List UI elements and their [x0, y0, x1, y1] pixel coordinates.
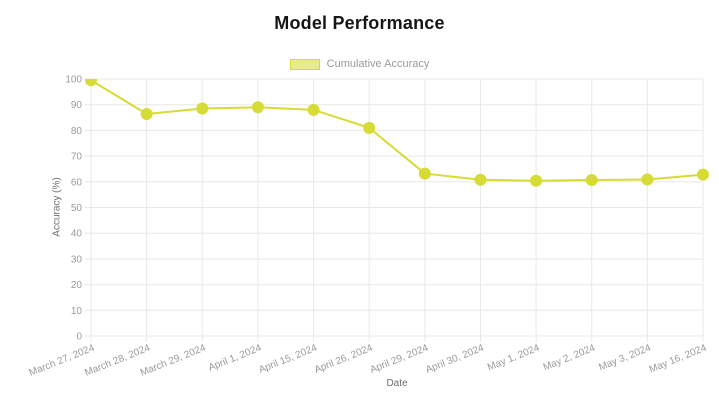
data-point — [697, 168, 709, 181]
x-tick-label: May 1, 2024 — [486, 342, 542, 373]
data-point — [474, 173, 487, 186]
data-point — [196, 102, 209, 115]
y-tick-label: 40 — [71, 229, 83, 240]
legend-swatch — [289, 58, 320, 70]
x-tick-label: May 2, 2024 — [542, 342, 598, 373]
chart-title: Model Performance — [274, 13, 445, 33]
y-tick-label: 10 — [71, 306, 83, 317]
legend: Cumulative Accuracy — [0, 58, 719, 70]
y-tick-label: 0 — [76, 332, 82, 343]
y-tick-label: 60 — [71, 177, 83, 188]
x-tick-label: May 16, 2024 — [648, 342, 709, 375]
data-point — [140, 107, 153, 120]
y-tick-label: 20 — [71, 280, 83, 291]
y-tick-label: 100 — [65, 75, 82, 86]
data-point — [641, 173, 654, 186]
x-tick-label: April 29, 2024 — [369, 342, 431, 375]
x-tick-label: April 30, 2024 — [424, 342, 486, 375]
y-tick-label: 50 — [71, 203, 83, 214]
y-tick-label: 70 — [71, 152, 83, 163]
x-tick-label: April 1, 2024 — [207, 342, 264, 373]
data-point — [251, 101, 264, 114]
data-point — [418, 167, 431, 180]
x-tick-label: April 15, 2024 — [257, 342, 319, 375]
y-tick-label: 90 — [71, 100, 83, 111]
data-point — [585, 174, 598, 187]
y-tick-label: 30 — [71, 254, 83, 265]
data-point — [307, 103, 320, 116]
y-tick-label: 80 — [71, 126, 83, 137]
y-axis-title: Accuracy (%) — [51, 177, 63, 237]
x-axis-title: Date — [386, 378, 408, 389]
series-line — [90, 79, 704, 182]
series-cumulative-accuracy — [85, 79, 709, 187]
legend-label: Cumulative Accuracy — [326, 58, 430, 70]
data-point — [85, 79, 97, 87]
data-point — [530, 174, 543, 187]
data-point — [363, 121, 376, 134]
x-tick-label: May 3, 2024 — [597, 342, 653, 373]
legend-item-cumulative-accuracy[interactable]: Cumulative Accuracy — [289, 58, 430, 70]
x-tick-label: April 26, 2024 — [313, 342, 375, 375]
